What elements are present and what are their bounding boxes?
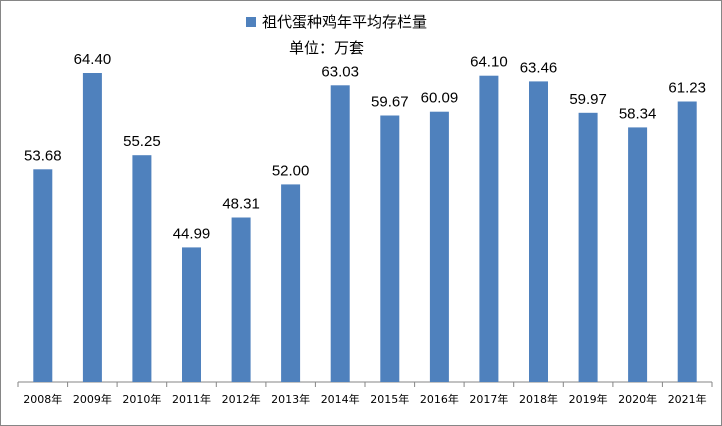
legend: 祖代蛋种鸡年平均存栏量 — [246, 11, 427, 32]
value-label-5: 52.00 — [272, 162, 310, 179]
x-tick-label-11: 2019年 — [569, 392, 608, 406]
value-label-12: 58.34 — [619, 105, 657, 122]
value-label-8: 60.09 — [421, 90, 459, 107]
bar-8 — [429, 111, 449, 382]
bar-9 — [479, 75, 499, 382]
x-tick-label-9: 2017年 — [469, 392, 508, 406]
x-tick-label-7: 2015年 — [370, 392, 409, 406]
x-tick-label-12: 2020年 — [618, 392, 657, 406]
value-label-9: 64.10 — [470, 54, 508, 71]
value-label-11: 59.97 — [569, 91, 607, 108]
bar-10 — [529, 81, 548, 383]
x-tick-label-10: 2018年 — [519, 392, 558, 406]
bar-7 — [380, 115, 400, 382]
value-label-0: 53.68 — [24, 147, 62, 164]
bar-5 — [281, 184, 301, 382]
value-label-6: 63.03 — [321, 63, 359, 80]
x-tick-label-3: 2011年 — [172, 392, 211, 406]
bar-13 — [677, 101, 697, 382]
value-label-1: 64.40 — [74, 51, 112, 68]
value-label-13: 61.23 — [668, 80, 706, 97]
bar-2 — [132, 155, 152, 382]
unit-label: 单位：万套 — [289, 39, 365, 57]
x-tick-label-4: 2012年 — [222, 392, 261, 406]
value-label-3: 44.99 — [173, 225, 211, 242]
bar-11 — [578, 112, 598, 383]
bar-6 — [330, 85, 350, 383]
value-label-10: 63.46 — [520, 59, 558, 76]
x-tick-label-1: 2009年 — [73, 392, 112, 406]
value-label-4: 48.31 — [222, 196, 260, 213]
x-tick-label-6: 2014年 — [321, 392, 360, 406]
x-tick-label-0: 2008年 — [23, 392, 62, 406]
x-tick-label-13: 2021年 — [668, 392, 707, 406]
bar-3 — [182, 247, 201, 382]
bar-12 — [628, 127, 648, 383]
legend-swatch — [246, 16, 256, 27]
value-label-2: 55.25 — [123, 133, 161, 150]
bar-1 — [82, 73, 102, 382]
legend-label: 祖代蛋种鸡年平均存栏量 — [262, 13, 428, 31]
value-label-7: 59.67 — [371, 94, 409, 111]
x-tick-label-8: 2016年 — [420, 392, 459, 406]
x-tick-label-2: 2010年 — [122, 392, 161, 406]
bar-4 — [231, 217, 251, 382]
bar-0 — [33, 169, 53, 382]
x-tick-label-5: 2013年 — [271, 392, 310, 406]
